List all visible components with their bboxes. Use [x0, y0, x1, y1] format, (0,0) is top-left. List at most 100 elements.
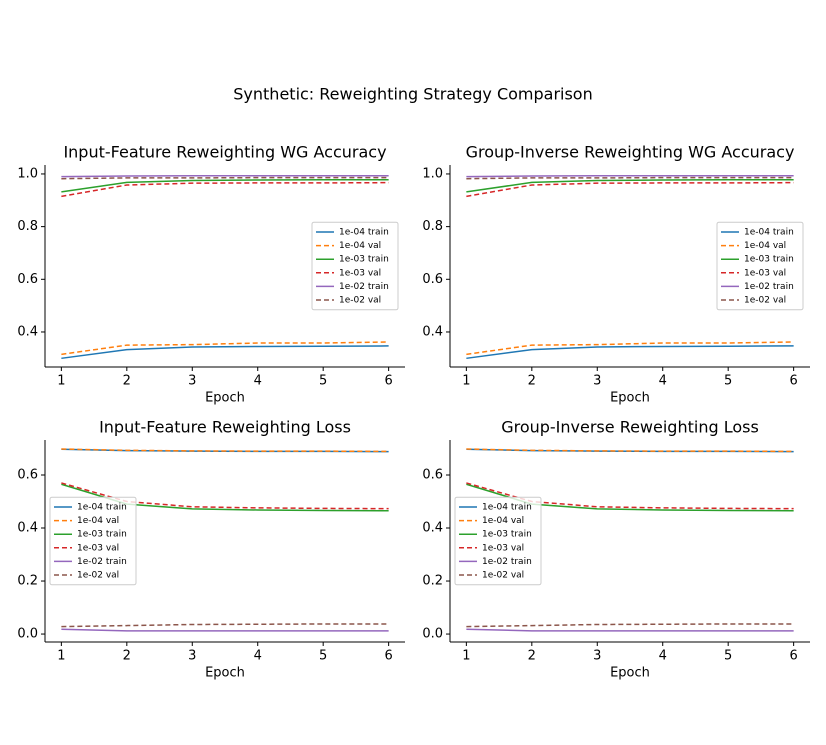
x-tick-label: 1 — [57, 374, 65, 389]
series-line — [466, 178, 794, 193]
legend-label: 1e-03 train — [482, 530, 532, 540]
legend: 1e-04 train 1e-04 val 1e-03 train 1e-03 val… — [49, 496, 137, 586]
legend-label: 1e-02 train — [744, 282, 794, 292]
legend-label: 1e-02 val — [482, 571, 524, 581]
y-tick-label: 0.4 — [422, 521, 443, 536]
series-line — [466, 623, 794, 628]
series-line — [61, 623, 389, 628]
series-line — [61, 181, 389, 198]
y-tick-label: 0.6 — [17, 272, 38, 287]
legend-label: 1e-04 train — [339, 228, 389, 238]
y-tick-label: 0.8 — [17, 219, 38, 234]
legend-label: 1e-04 val — [482, 516, 524, 526]
x-tick-label: 5 — [724, 649, 732, 664]
y-tick-label: 0.4 — [17, 324, 38, 339]
y-tick-label: 1.0 — [17, 166, 38, 181]
chart-title: Input-Feature Reweighting Loss — [99, 418, 351, 437]
chart-title: Group-Inverse Reweighting WG Accuracy — [466, 143, 795, 162]
legend-label: 1e-03 train — [744, 255, 794, 265]
series-line — [61, 178, 389, 193]
x-tick-label: 4 — [659, 649, 667, 664]
x-axis-label: Epoch — [610, 666, 650, 681]
x-tick-label: 6 — [789, 374, 797, 389]
series-line — [61, 175, 389, 178]
x-axis-label: Epoch — [205, 666, 245, 681]
x-axis-label: Epoch — [610, 391, 650, 406]
series-line — [61, 345, 389, 360]
legend-label: 1e-04 val — [77, 516, 119, 526]
x-tick-label: 1 — [57, 649, 65, 664]
x-tick-label: 1 — [462, 374, 470, 389]
x-tick-label: 1 — [462, 649, 470, 664]
y-tick-label: 0.2 — [17, 574, 38, 589]
legend-label: 1e-03 val — [339, 268, 381, 278]
legend-label: 1e-02 train — [482, 557, 532, 567]
legend-box — [311, 221, 399, 311]
y-tick-label: 0.8 — [422, 219, 443, 234]
legend: 1e-04 train 1e-04 val 1e-03 train 1e-03 val… — [716, 221, 804, 311]
legend-label: 1e-03 val — [744, 268, 786, 278]
y-tick-label: 0.6 — [422, 272, 443, 287]
legend-label: 1e-03 train — [77, 530, 127, 540]
series-line — [61, 341, 389, 356]
x-tick-label: 3 — [593, 374, 601, 389]
legend-box — [716, 221, 804, 311]
x-tick-label: 5 — [319, 649, 327, 664]
x-tick-label: 3 — [593, 649, 601, 664]
chart-title: Group-Inverse Reweighting Loss — [501, 418, 759, 437]
y-tick-label: 0.6 — [17, 467, 38, 482]
y-tick-label: 1.0 — [422, 166, 443, 181]
y-tick-label: 0.0 — [422, 627, 443, 642]
legend-label: 1e-03 val — [482, 543, 524, 553]
legend-label: 1e-02 val — [339, 296, 381, 306]
legend: 1e-04 train 1e-04 val 1e-03 train 1e-03 val… — [311, 221, 399, 311]
x-tick-label: 4 — [254, 649, 262, 664]
legend-label: 1e-04 train — [482, 503, 532, 513]
figure-title: Synthetic: Reweighting Strategy Comparis… — [233, 85, 592, 104]
x-tick-label: 2 — [123, 649, 131, 664]
legend-label: 1e-04 train — [77, 503, 127, 513]
series-line — [466, 628, 794, 632]
x-tick-label: 4 — [254, 374, 262, 389]
legend-label: 1e-03 val — [77, 543, 119, 553]
legend-label: 1e-04 train — [744, 228, 794, 238]
legend-label: 1e-02 train — [77, 557, 127, 567]
x-tick-label: 3 — [188, 374, 196, 389]
legend-label: 1e-02 val — [77, 571, 119, 581]
x-tick-label: 6 — [384, 649, 392, 664]
series-line — [466, 181, 794, 198]
x-tick-label: 2 — [123, 374, 131, 389]
y-tick-label: 0.4 — [422, 324, 443, 339]
legend: 1e-04 train 1e-04 val 1e-03 train 1e-03 val… — [454, 496, 542, 586]
legend-label: 1e-04 val — [744, 241, 786, 251]
legend-label: 1e-03 train — [339, 255, 389, 265]
x-tick-label: 5 — [319, 374, 327, 389]
x-tick-label: 2 — [528, 649, 536, 664]
y-tick-label: 0.2 — [422, 574, 443, 589]
x-tick-label: 5 — [724, 374, 732, 389]
x-tick-label: 3 — [188, 649, 196, 664]
series-line — [466, 448, 794, 453]
series-line — [61, 628, 389, 632]
x-axis-label: Epoch — [205, 391, 245, 406]
series-line — [466, 176, 794, 180]
series-line — [466, 345, 794, 360]
y-tick-label: 0.6 — [422, 467, 443, 482]
legend-label: 1e-02 val — [744, 296, 786, 306]
legend-label: 1e-04 val — [339, 241, 381, 251]
y-tick-label: 0.4 — [17, 521, 38, 536]
series-line — [466, 175, 794, 178]
legend-label: 1e-02 train — [339, 282, 389, 292]
y-tick-label: 0.0 — [17, 627, 38, 642]
legend-box — [454, 496, 542, 586]
series-line — [61, 176, 389, 180]
series-line — [61, 448, 389, 453]
x-tick-label: 2 — [528, 374, 536, 389]
series-line — [466, 341, 794, 356]
legend-box — [49, 496, 137, 586]
chart-title: Input-Feature Reweighting WG Accuracy — [63, 143, 386, 162]
x-tick-label: 4 — [659, 374, 667, 389]
x-tick-label: 6 — [384, 374, 392, 389]
x-tick-label: 6 — [789, 649, 797, 664]
